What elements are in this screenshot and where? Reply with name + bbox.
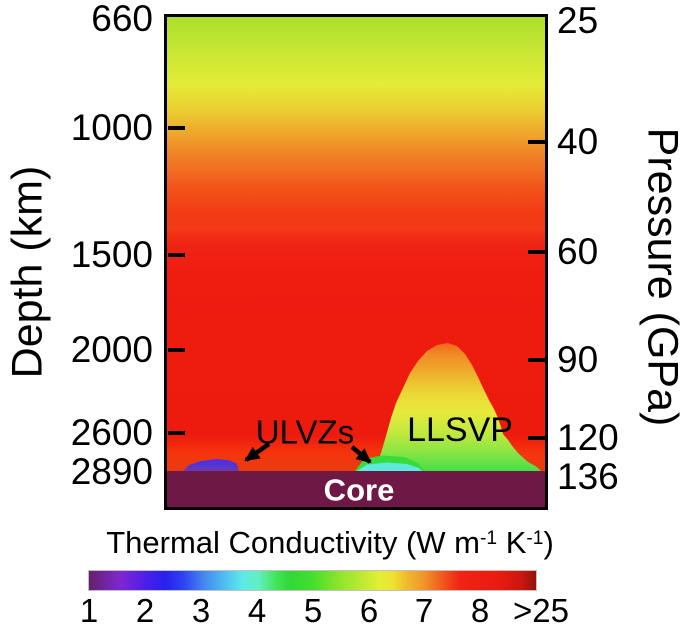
colorbar-tick-label-4: 4 [247,592,267,628]
depth-tick-label-2600: 2600 [70,411,153,453]
core-band [167,471,545,507]
pressure-tick-label-136: 136 [557,455,619,497]
colorbar-title-suffix: ) [543,525,554,560]
depth-tick-2600 [168,431,185,435]
plot-area [164,14,548,510]
core-label: Core [323,472,395,508]
depth-tick-label-1500: 1500 [70,233,153,275]
depth-tick-label-2890: 2890 [70,450,153,492]
pressure-axis-title: Pressure (GPa) [638,127,685,427]
depth-tick-1000 [168,126,185,130]
ulvz-left-shape [183,459,239,471]
ulvzs-label: ULVZs [255,413,355,451]
pressure-tick-40 [528,140,545,144]
colorbar-tick-label-8: 8 [470,592,490,628]
colorbar-title-sup-m: -1 [480,528,498,550]
pressure-tick-label-90: 90 [557,338,599,380]
pressure-tick-120 [528,436,545,440]
colorbar-tick-label-5: 5 [303,592,323,628]
colorbar-tick-label-1: 1 [79,592,99,628]
colorbar-tick-label-6: 6 [359,592,379,628]
pressure-tick-label-25: 25 [557,0,599,41]
ulvz-left-arrow [244,442,271,462]
depth-tick-1500 [168,253,185,257]
colorbar-title-mid: K [497,525,527,560]
colorbar [88,570,537,591]
colorbar-tick-label-gt25: >25 [513,592,569,628]
pressure-tick-label-40: 40 [557,120,599,162]
colorbar-tick-label-3: 3 [191,592,211,628]
depth-tick-label-1000: 1000 [70,106,153,148]
colorbar-tick-label-7: 7 [414,592,434,628]
colorbar-tick-label-2: 2 [135,592,155,628]
plot-overlay [183,343,541,471]
colorbar-title: Thermal Conductivity (W m-1 K-1) [0,525,660,560]
colorbar-title-sup-k: -1 [526,528,544,550]
pressure-tick-90 [528,358,545,362]
depth-tick-label-2000: 2000 [70,328,153,370]
ulvz-right-cyan-shape [357,462,422,471]
depth-tick-2000 [168,348,185,352]
pressure-tick-label-60: 60 [557,230,599,272]
llsvp-label: LLSVP [407,411,513,449]
llsvp-shape [375,343,541,471]
depth-tick-label-660: 660 [91,0,153,39]
pressure-tick-60 [528,250,545,254]
colorbar-title-prefix: Thermal Conductivity (W m [106,525,480,560]
pressure-tick-label-120: 120 [557,416,619,458]
ulvz-right-arrow [350,445,372,464]
